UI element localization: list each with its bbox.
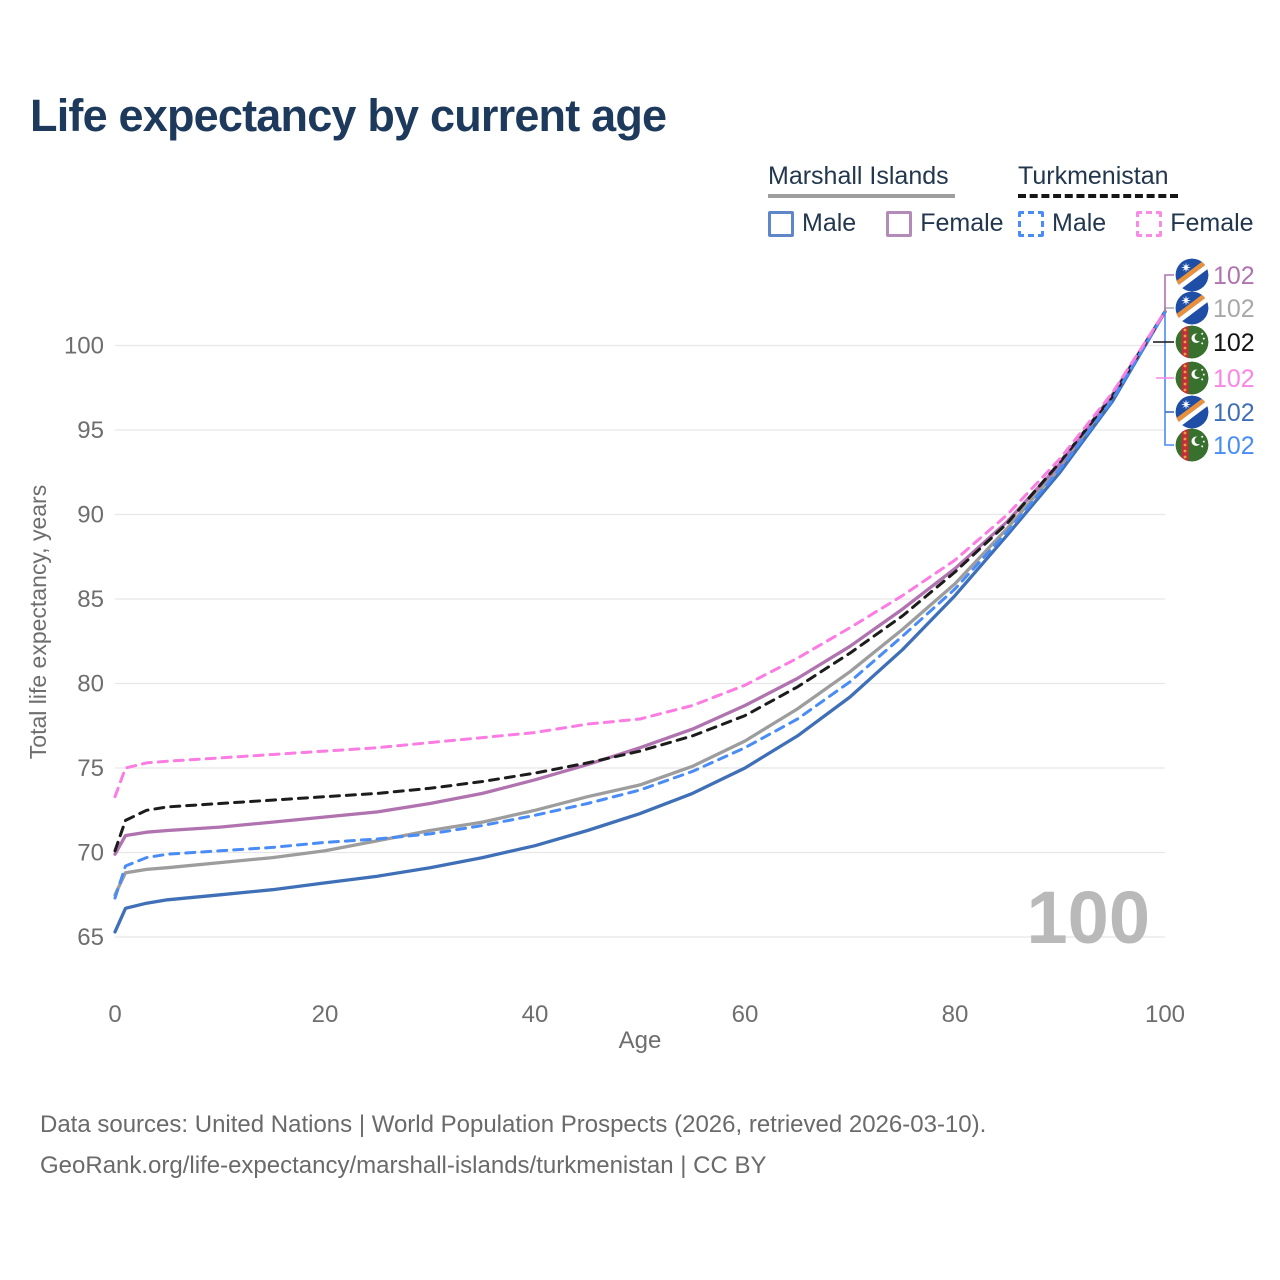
dashed-blue-swatch-icon: [1018, 210, 1044, 237]
line-tm_male: [113, 310, 1167, 900]
x-tick-label: 80: [942, 1001, 969, 1028]
legend-group-marshall-islands: Marshall Islands Male Female: [768, 162, 1004, 238]
legend-item-turkmenistan-male[interactable]: Male: [1018, 209, 1106, 238]
legend-solid-line-sample: [768, 194, 955, 198]
x-axis-label: Age: [619, 1027, 662, 1054]
legend-country-label: Marshall Islands: [768, 162, 949, 190]
x-tick-label: 40: [522, 1001, 549, 1028]
line-mi_total: [113, 310, 1167, 897]
marshall-islands-flag-icon: [1175, 395, 1209, 429]
legend-item-label: Female: [920, 209, 1004, 237]
life-expectancy-line-chart: 65 70 75 80 85 90 95 100 100 0 20 40 60 80 100 Age Total…: [25, 258, 1255, 1054]
end-value-label: 102: [1213, 399, 1255, 427]
solid-blue-swatch-icon: [768, 210, 794, 237]
solid-purple-swatch-icon: [886, 210, 913, 237]
footer: Data sources: United Nations | World Pop…: [40, 1104, 986, 1186]
legend-item-label: Male: [1052, 209, 1107, 237]
legend-country-label: Turkmenistan: [1018, 162, 1169, 190]
turkmenistan-flag-icon: [1175, 325, 1209, 359]
y-tick-label: 95: [77, 417, 104, 444]
line-tm_female: [113, 310, 1167, 799]
end-value-label: 102: [1213, 365, 1255, 393]
y-tick-label: 70: [77, 840, 104, 867]
dashed-pink-swatch-icon: [1136, 210, 1163, 237]
y-tick-label: 75: [77, 755, 104, 782]
x-tick-label: 20: [312, 1001, 339, 1028]
data-sources-text: Data sources: United Nations | World Pop…: [40, 1111, 987, 1138]
leader-line: [1164, 274, 1174, 312]
marshall-islands-flag-icon: [1175, 258, 1209, 292]
x-tick-label: 100: [1145, 1001, 1185, 1028]
y-tick-label: 65: [77, 924, 104, 951]
y-tick-label: 80: [77, 671, 104, 698]
y-tick-label: 85: [77, 586, 104, 613]
end-value-label: 102: [1213, 329, 1255, 357]
marshall-islands-flag-icon: [1175, 291, 1209, 325]
legend-item-label: Male: [802, 209, 857, 237]
y-axis-label: Total life expectancy, years: [25, 485, 51, 759]
watermark-100: 100: [1027, 876, 1150, 959]
legend-item-label: Female: [1170, 209, 1254, 237]
y-tick-label: 100: [64, 333, 104, 360]
legend: Marshall Islands Male Female Turkmenista…: [0, 162, 1280, 252]
leader-line: [1164, 311, 1174, 446]
line-mi_male: [113, 310, 1167, 934]
page-title: Life expectancy by current age: [30, 90, 667, 141]
x-tick-label: 0: [108, 1001, 121, 1028]
y-tick-label: 90: [77, 502, 104, 529]
end-value-label: 102: [1213, 432, 1255, 460]
line-tm_total: [113, 310, 1167, 853]
legend-dashed-line-sample: [1018, 194, 1178, 198]
legend-item-turkmenistan-female[interactable]: Female: [1136, 209, 1254, 238]
attribution-text: GeoRank.org/life-expectancy/marshall-isl…: [40, 1152, 767, 1179]
legend-item-marshall-male[interactable]: Male: [768, 209, 856, 238]
end-value-label: 102: [1213, 295, 1255, 323]
end-value-label: 102: [1213, 262, 1255, 290]
line-mi_female: [113, 310, 1167, 856]
turkmenistan-flag-icon: [1175, 361, 1209, 395]
turkmenistan-flag-icon: [1175, 428, 1209, 462]
x-tick-label: 60: [732, 1001, 759, 1028]
legend-group-turkmenistan: Turkmenistan Male Female: [1018, 162, 1254, 238]
legend-item-marshall-female[interactable]: Female: [886, 209, 1004, 238]
